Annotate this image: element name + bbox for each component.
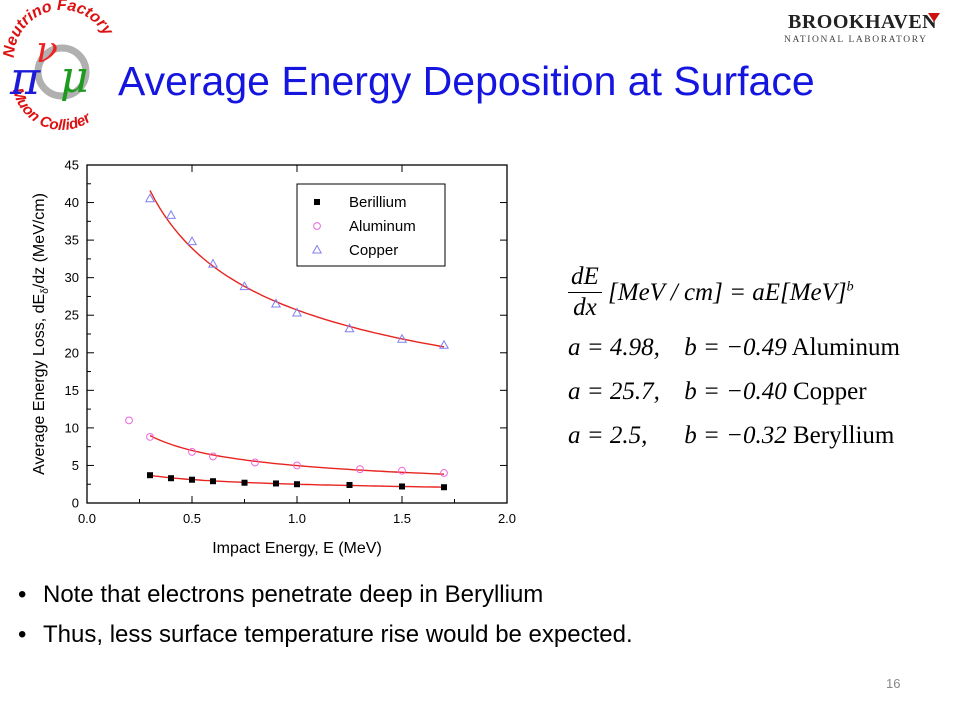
data-point-aluminum bbox=[293, 461, 301, 470]
y-tick-label: 45 bbox=[65, 158, 79, 173]
legend-marker-copper bbox=[311, 244, 323, 254]
bullet-list: • Note that electrons penetrate deep in B… bbox=[10, 575, 633, 655]
x-tick-label: 1.0 bbox=[288, 511, 306, 526]
param-row-beryllium: a = 2.5, b = −0.32 Beryllium bbox=[568, 417, 928, 455]
data-point-berillium bbox=[147, 472, 153, 479]
bullet-item: • Thus, less surface temperature rise wou… bbox=[10, 615, 633, 655]
data-point-aluminum bbox=[356, 465, 364, 474]
data-point-berillium bbox=[294, 481, 300, 488]
page-number: 16 bbox=[886, 676, 901, 691]
param-a: a = 25.7, bbox=[568, 378, 660, 405]
y-tick-label: 20 bbox=[65, 345, 79, 360]
y-axis-label-rest: /dz (MeV/cm) bbox=[31, 193, 48, 288]
data-point-aluminum bbox=[209, 452, 217, 461]
fit-formula: dE dx [MeV / cm] = aE[MeV]b a = 4.98, b … bbox=[568, 262, 928, 455]
data-point-aluminum bbox=[146, 433, 154, 441]
y-tick-label: 5 bbox=[72, 458, 79, 473]
y-axis-label-subscript: δ bbox=[40, 288, 51, 294]
legend-label: Berillium bbox=[349, 194, 407, 211]
formula-equation: [MeV / cm] = aE[MeV]b bbox=[608, 279, 854, 306]
fraction-denominator: dx bbox=[573, 294, 597, 321]
legend-label: Copper bbox=[349, 242, 398, 259]
data-point-berillium bbox=[168, 475, 174, 482]
brookhaven-subtitle: NATIONAL LABORATORY bbox=[784, 35, 928, 45]
data-point-copper bbox=[438, 339, 450, 349]
data-point-aluminum bbox=[188, 448, 196, 456]
energy-loss-chart: 0.0 0.5 1.0 1.5 2.0 0 5 10 15 20 25 30 35 40 45 Berill… bbox=[31, 158, 517, 558]
formula-main-line: dE dx [MeV / cm] = aE[MeV]b bbox=[568, 262, 928, 323]
data-point-copper bbox=[239, 281, 250, 291]
param-row-aluminum: a = 4.98, b = −0.49 Aluminum bbox=[568, 329, 928, 367]
bullet-text: Thus, less surface temperature rise woul… bbox=[43, 621, 633, 648]
formula-equation-text: [MeV / cm] = aE[MeV] bbox=[608, 278, 847, 306]
data-point-copper bbox=[396, 333, 408, 343]
data-point-copper bbox=[165, 209, 177, 219]
logo-nu-glyph: ν bbox=[36, 30, 58, 71]
data-point-copper bbox=[207, 258, 219, 268]
slide-title: Average Energy Deposition at Surface bbox=[118, 58, 815, 104]
param-material: Copper bbox=[793, 378, 867, 405]
param-b: b = −0.32 bbox=[684, 422, 787, 449]
y-tick-label: 40 bbox=[65, 195, 79, 210]
param-a: a = 2.5, bbox=[568, 422, 648, 449]
data-point-aluminum bbox=[398, 466, 406, 475]
param-b: b = −0.40 bbox=[684, 378, 787, 405]
formula-exponent: b bbox=[846, 279, 854, 295]
x-axis-label: Impact Energy, E (MeV) bbox=[212, 540, 382, 557]
bullet-dot-icon: • bbox=[18, 621, 27, 648]
fraction-numerator: dE bbox=[568, 262, 602, 293]
legend-marker-berillium bbox=[314, 199, 320, 205]
x-tick-label: 0.5 bbox=[183, 511, 201, 526]
derivative-fraction: dE dx bbox=[568, 262, 602, 323]
legend-marker-aluminum bbox=[313, 222, 321, 230]
y-tick-label: 10 bbox=[65, 420, 79, 435]
data-point-aluminum bbox=[251, 458, 259, 467]
data-point-berillium bbox=[241, 479, 248, 486]
data-point-berillium bbox=[441, 484, 447, 491]
data-point-aluminum bbox=[440, 469, 448, 477]
y-tick-label: 30 bbox=[65, 270, 79, 285]
data-point-copper bbox=[186, 236, 198, 246]
data-point-copper bbox=[344, 323, 355, 333]
logo-pi-glyph: π bbox=[9, 51, 41, 105]
bullet-text: Note that electrons penetrate deep in Be… bbox=[43, 581, 544, 608]
x-tick-label: 2.0 bbox=[498, 511, 516, 526]
logo-ring-icon bbox=[34, 44, 90, 100]
data-point-berillium bbox=[210, 478, 216, 485]
fit-line-aluminum bbox=[149, 434, 445, 475]
data-point-berillium bbox=[273, 480, 279, 487]
bullet-item: • Note that electrons penetrate deep in B… bbox=[10, 575, 633, 615]
fit-line-copper bbox=[149, 190, 445, 348]
y-tick-label: 25 bbox=[65, 308, 79, 323]
x-tick-label: 1.5 bbox=[393, 511, 411, 526]
data-point-copper bbox=[291, 307, 303, 317]
data-point-copper bbox=[144, 193, 156, 203]
bullet-dot-icon: • bbox=[18, 581, 27, 608]
legend-label: Aluminum bbox=[349, 218, 416, 235]
chart-legend: Berillium Aluminum Copper bbox=[296, 183, 446, 267]
legend-box bbox=[296, 183, 446, 267]
data-point-berillium bbox=[189, 476, 195, 483]
data-point-copper bbox=[270, 298, 282, 308]
x-tick-label: 0.0 bbox=[78, 511, 96, 526]
param-material: Beryllium bbox=[793, 422, 895, 449]
data-point-berillium bbox=[346, 481, 353, 488]
brookhaven-wordmark: BROOKHAVEN bbox=[788, 11, 937, 33]
param-a: a = 4.98, bbox=[568, 334, 660, 361]
neutrino-factory-logo: Neutrino Factory Muon Collider ν π μ bbox=[1, 0, 117, 130]
y-tick-label: 35 bbox=[65, 233, 79, 248]
param-b: b = −0.49 bbox=[684, 334, 787, 361]
param-row-copper: a = 25.7, b = −0.40 Copper bbox=[568, 373, 928, 411]
y-tick-label: 15 bbox=[65, 383, 79, 398]
y-tick-label: 0 bbox=[72, 496, 79, 511]
data-point-berillium bbox=[399, 483, 405, 490]
y-axis-label: Average Energy Loss, dEδ/dz (MeV/cm) bbox=[31, 193, 51, 475]
brookhaven-triangle-icon bbox=[928, 13, 940, 22]
plot-area: 0.0 0.5 1.0 1.5 2.0 0 5 10 15 20 25 30 35 40 45 bbox=[65, 158, 517, 527]
data-point-aluminum bbox=[125, 416, 133, 425]
y-axis-label-main: Average Energy Loss, dE bbox=[31, 294, 48, 475]
brookhaven-logo: BROOKHAVEN NATIONAL LABORATORY bbox=[784, 11, 940, 45]
logo-mu-glyph: μ bbox=[60, 52, 89, 103]
param-material: Aluminum bbox=[791, 334, 900, 361]
